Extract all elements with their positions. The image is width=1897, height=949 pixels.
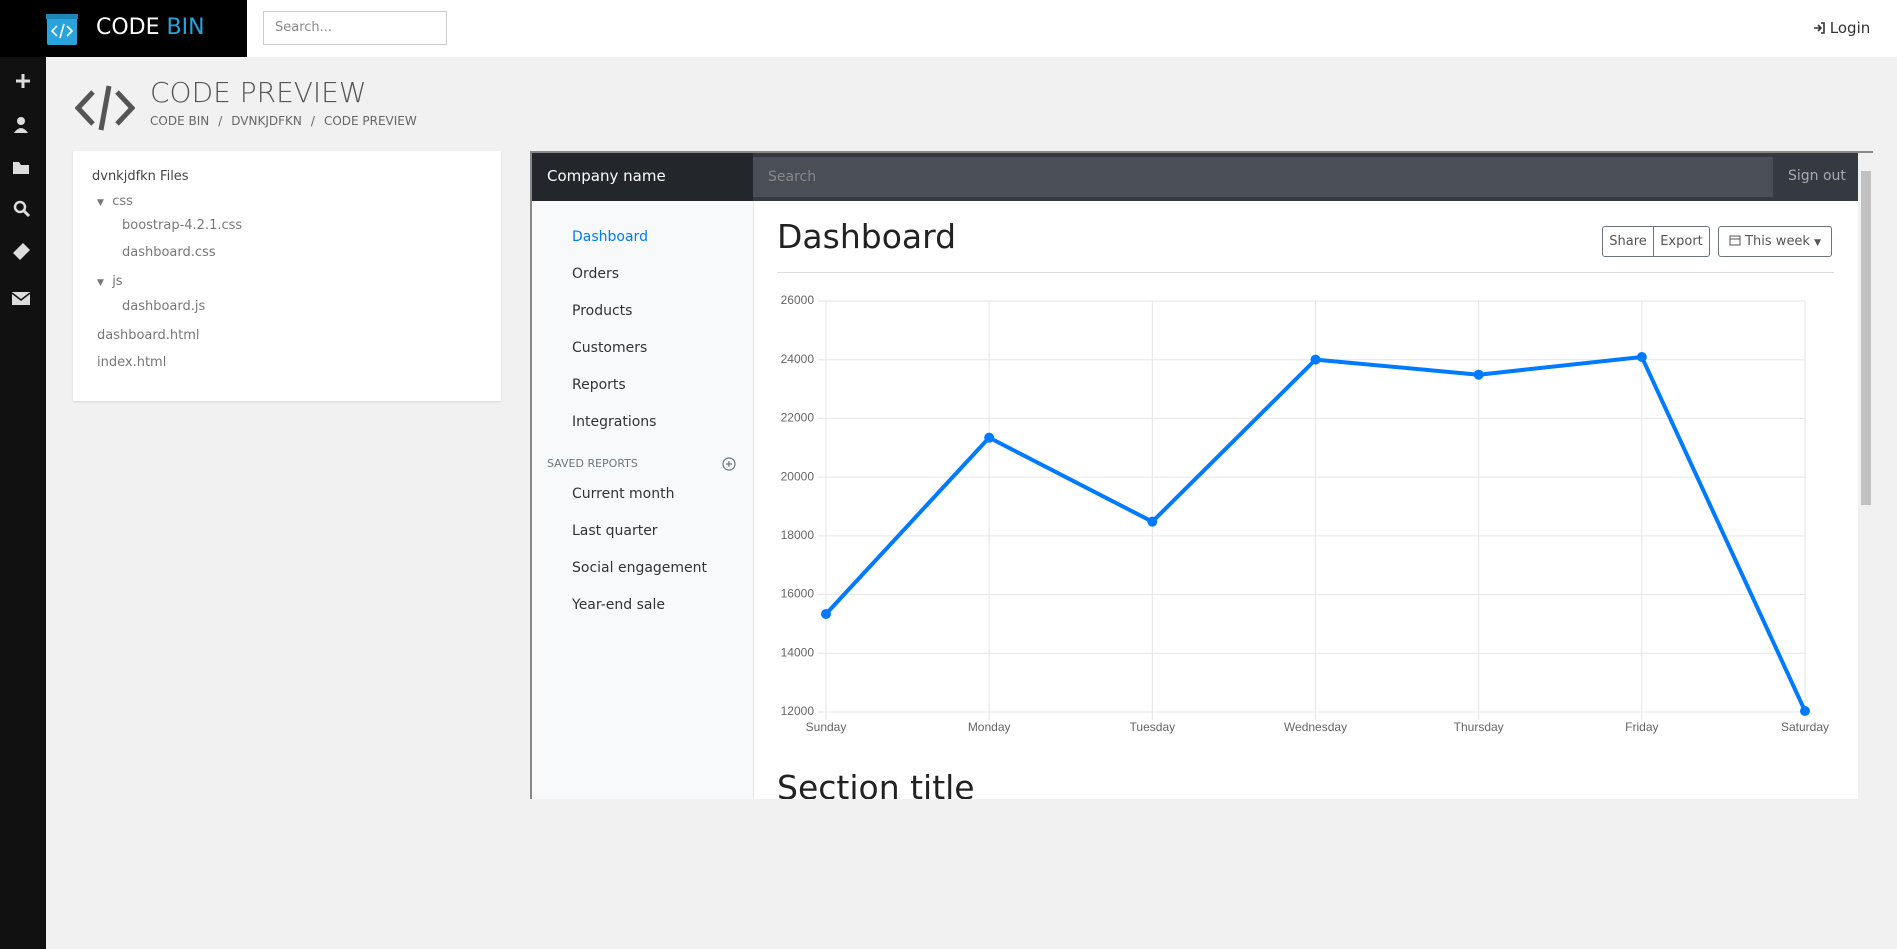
nav-item[interactable]: Reports — [572, 377, 626, 393]
data-point — [1473, 369, 1484, 380]
logo-first: CODE — [96, 15, 160, 40]
code-icon — [75, 85, 135, 131]
preview-frame: Company name Search Sign out SAVED REPOR… — [530, 151, 1873, 799]
nav-item[interactable]: Orders — [572, 266, 620, 282]
folder-name: js — [112, 274, 123, 289]
preview-search-placeholder: Search — [768, 169, 817, 185]
x-tick-label: Sunday — [806, 720, 847, 734]
file-tree: dvnkjdfkn Files ▼ css boostrap-4.2.1.css… — [73, 151, 501, 401]
data-point — [1147, 516, 1158, 527]
y-tick-label: 14000 — [781, 645, 815, 659]
data-point — [1636, 352, 1647, 363]
calendar-icon — [1729, 235, 1741, 246]
logo-second: BIN — [166, 15, 205, 40]
side-icons — [11, 74, 31, 305]
file[interactable]: dashboard.html — [97, 328, 200, 343]
file[interactable]: index.html — [97, 355, 167, 370]
y-tick-label: 18000 — [781, 528, 815, 542]
x-tick-label: Tuesday — [1130, 720, 1176, 734]
chart: 12000 14000 16000 18000 20000 22000 24000 26000… — [781, 293, 1829, 734]
add-report-icon[interactable] — [721, 456, 737, 472]
saved-report[interactable]: Last quarter — [572, 523, 658, 539]
side-bar — [0, 57, 46, 949]
x-tick-label: Saturday — [1781, 720, 1829, 734]
section-title: Section title — [777, 768, 975, 799]
preview-navbar: Company name Search Sign out — [532, 153, 1858, 201]
mail-icon[interactable] — [12, 292, 30, 305]
data-point — [984, 432, 995, 443]
page-title: CODE PREVIEW — [150, 76, 367, 109]
saved-report[interactable]: Social engagement — [572, 560, 708, 576]
login-text: Login — [1829, 19, 1871, 37]
dashboard-heading: Dashboard — [777, 217, 957, 256]
folder-js[interactable]: ▼ js — [97, 274, 123, 289]
ticket-icon[interactable] — [13, 243, 30, 260]
file[interactable]: dashboard.js — [122, 299, 206, 314]
add-icon[interactable] — [16, 74, 30, 88]
nav-item[interactable]: Customers — [572, 340, 648, 356]
nav-item[interactable]: Integrations — [572, 414, 657, 430]
preview-sidebar — [532, 201, 754, 799]
search-box[interactable]: Search... — [263, 11, 447, 45]
crumb[interactable]: CODE BIN — [150, 114, 210, 128]
file[interactable]: boostrap-4.2.1.css — [122, 218, 243, 233]
search-icon[interactable] — [13, 200, 27, 214]
week-text: This week — [1745, 234, 1810, 249]
crumb[interactable]: DVNKJDFKN — [231, 114, 302, 128]
brand[interactable]: Company name — [547, 167, 666, 185]
logo-area[interactable]: CODE BIN — [0, 0, 247, 57]
nav-item[interactable]: Products — [572, 303, 633, 319]
y-tick-label: 26000 — [781, 293, 815, 307]
export-button[interactable]: Export — [1653, 226, 1710, 257]
data-point — [821, 608, 831, 619]
tree-title: dvnkjdfkn Files — [92, 169, 189, 184]
logo-icon — [46, 14, 78, 45]
y-tick-label: 22000 — [781, 411, 815, 425]
logo-text: CODE BIN — [96, 15, 205, 40]
folder-icon[interactable] — [13, 162, 29, 174]
heading-rule — [777, 272, 1834, 273]
user-icon[interactable] — [17, 117, 25, 125]
x-tick-label: Friday — [1625, 720, 1658, 734]
y-tick-label: 16000 — [781, 587, 815, 601]
file[interactable]: dashboard.css — [122, 245, 216, 260]
preview-search[interactable]: Search — [753, 157, 1773, 197]
nav-item[interactable]: Dashboard — [572, 229, 648, 245]
folder-css[interactable]: ▼ css — [97, 194, 133, 209]
crumb-separator: / — [310, 114, 315, 128]
breadcrumb: CODE BIN / DVNKJDFKN / CODE PREVIEW — [150, 114, 417, 128]
saved-report[interactable]: Year-end sale — [572, 597, 665, 613]
crumb-separator: / — [218, 114, 223, 128]
login-link[interactable]: Login — [1813, 19, 1870, 37]
x-tick-label: Monday — [968, 720, 1011, 734]
crumb[interactable]: CODE PREVIEW — [323, 114, 417, 128]
y-tick-label: 20000 — [781, 469, 815, 483]
data-point — [1800, 706, 1810, 717]
data-point — [1310, 354, 1321, 365]
scrollbar[interactable] — [1858, 153, 1873, 799]
y-tick-label: 12000 — [781, 704, 815, 718]
y-tick-label: 24000 — [781, 352, 815, 366]
saved-report[interactable]: Current month — [572, 486, 675, 502]
week-button[interactable]: This week ▼ — [1718, 226, 1832, 257]
x-tick-label: Thursday — [1454, 720, 1504, 734]
search-placeholder: Search... — [275, 20, 333, 35]
login-icon — [1814, 22, 1825, 34]
x-tick-label: Wednesday — [1284, 720, 1347, 734]
folder-name: css — [112, 194, 133, 209]
sign-out[interactable]: Sign out — [1788, 168, 1846, 184]
saved-reports-heading: SAVED REPORTS — [547, 457, 638, 470]
